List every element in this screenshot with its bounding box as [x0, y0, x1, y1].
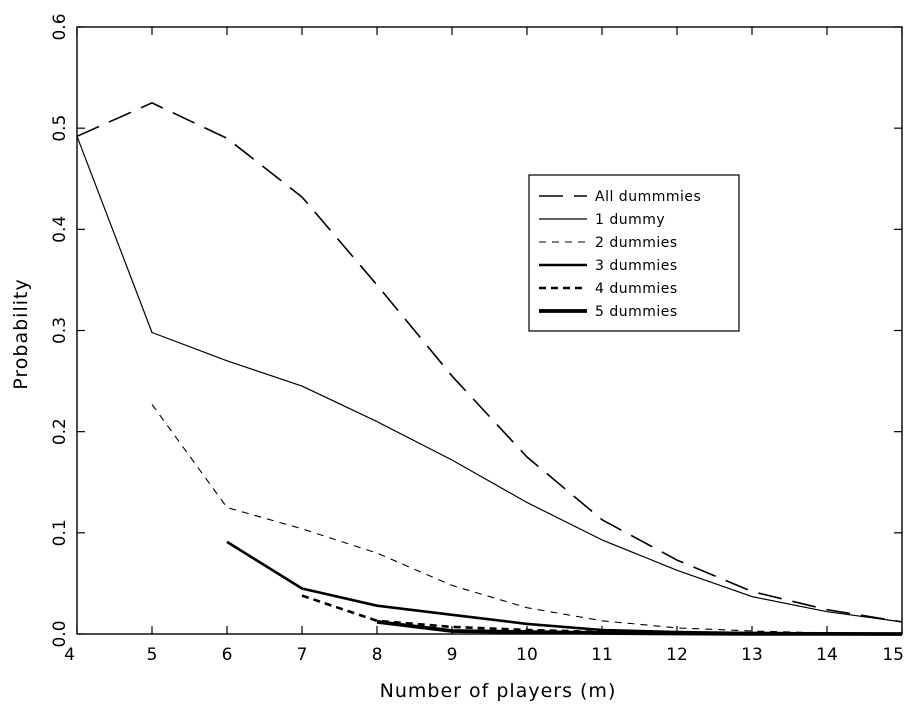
legend-box [528, 174, 740, 332]
legend-label: 4 dummies [595, 281, 678, 297]
legend-label: 1 dummy [595, 212, 665, 228]
y-tick-label: 0.1 [50, 519, 70, 546]
x-tick-label: 10 [516, 645, 538, 665]
x-tick-label: 7 [297, 645, 308, 665]
x-axis-title: Number of players (m) [380, 680, 617, 702]
plot-area [76, 26, 903, 635]
x-tick-label: 12 [666, 645, 688, 665]
x-tick-label: 8 [372, 645, 383, 665]
legend-label: 2 dummies [595, 235, 678, 251]
legend-label: All dummmies [595, 189, 701, 205]
x-tick-label: 6 [222, 645, 233, 665]
x-tick-label: 15 [882, 645, 904, 665]
legend-label: 3 dummies [595, 258, 678, 274]
series-line-4 [226, 540, 903, 636]
legend-label: 5 dummies [595, 304, 678, 320]
y-axis-title: Probability [10, 278, 32, 389]
series-line-1 [76, 102, 903, 623]
series-line-2 [76, 136, 903, 623]
plot-frame [76, 26, 903, 635]
y-tick-label: 0.3 [50, 317, 70, 344]
y-tick-label: 0.6 [50, 13, 70, 40]
x-tick-label: 14 [816, 645, 838, 665]
y-tick-label: 0.2 [50, 418, 70, 445]
y-tick-label: 0.4 [50, 216, 70, 243]
x-tick-label: 4 [64, 645, 75, 665]
y-tick-label: 0.0 [50, 620, 70, 647]
x-tick-label: 9 [447, 645, 458, 665]
series-layer [76, 102, 903, 636]
x-tick-label: 13 [741, 645, 763, 665]
series-line-6 [376, 620, 903, 636]
series-line-3 [151, 404, 903, 635]
axes-layer: 4 5 6 7 8 9 10 11 12 13 14 15 0.0 0.1 0.2 0.3 0.4 0.5 0.6 [50, 13, 904, 665]
legend: All dummmies 1 dummy 2 dummies 3 dummies 4 d… [528, 174, 740, 332]
y-tick-label: 0.5 [50, 115, 70, 142]
x-tick-label: 5 [147, 645, 158, 665]
x-tick-label: 11 [591, 645, 613, 665]
